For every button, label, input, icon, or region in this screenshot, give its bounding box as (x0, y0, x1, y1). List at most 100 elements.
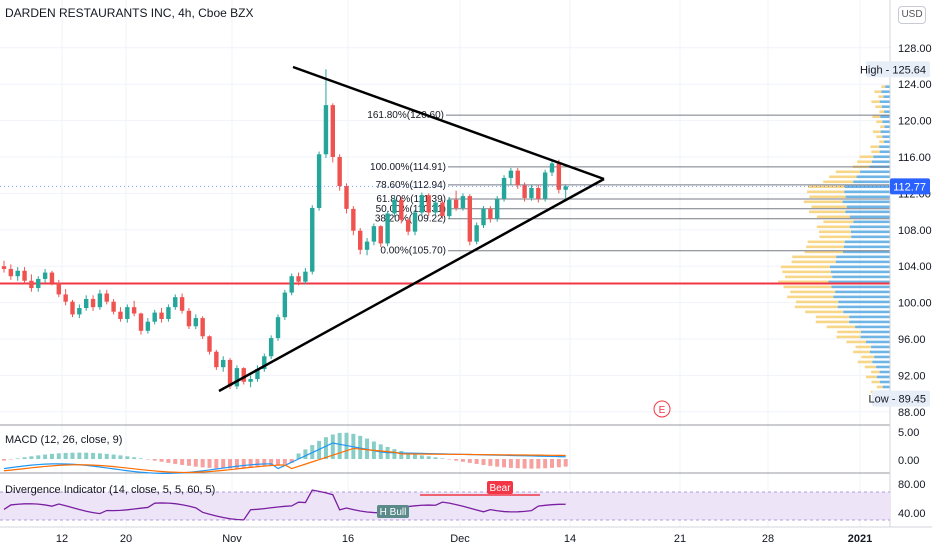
fib-level-label: 100.00%(114.91) (370, 162, 446, 173)
volume-profile-bar (857, 360, 873, 364)
volume-profile-bar (879, 145, 890, 149)
price-axis[interactable]: 128.00124.00120.00116.00112.00108.00104.… (898, 43, 932, 419)
volume-profile-bar (876, 375, 890, 379)
volume-profile-bar (785, 275, 833, 279)
volume-profile-bar (787, 295, 834, 299)
macd-histogram-bar (508, 459, 513, 468)
macd-histogram-bar (515, 459, 520, 469)
candle-body (447, 199, 452, 217)
macd-histogram-bar (214, 459, 219, 469)
time-tick-label: 28 (762, 533, 774, 545)
price-tick-label: 108.00 (898, 225, 932, 237)
volume-profile-bar (830, 270, 890, 274)
macd-signal-line (3, 447, 566, 474)
volume-profile-bar (879, 110, 885, 114)
macd-histogram-bar (282, 459, 287, 464)
macd-histogram-bar (399, 450, 404, 459)
candle-body (152, 312, 157, 322)
candle-body (15, 270, 20, 277)
svg-text:E: E (659, 405, 666, 416)
bear-label: Bear (489, 483, 511, 494)
earnings-marker[interactable]: E (653, 400, 671, 418)
volume-profile-bar (837, 305, 890, 309)
macd-histogram-bar (132, 457, 137, 459)
volume-profile-bar (873, 155, 890, 159)
macd-tick-label: 0.00 (898, 455, 919, 467)
volume-profile-bar (790, 290, 836, 294)
candle-body (262, 356, 267, 370)
candle-body (358, 230, 363, 250)
candle-body (488, 208, 493, 219)
volume-profile-bar (871, 380, 880, 384)
volume-profile-bar (829, 265, 890, 269)
volume-profile (778, 85, 890, 404)
candle-body (104, 293, 109, 302)
time-tick-label: 20 (120, 533, 132, 545)
triangle-upper-line[interactable] (292, 65, 605, 181)
time-axis[interactable]: 12 20 Nov 16 Dec 14 21 28 2021 (56, 533, 872, 545)
macd-title: MACD (12, 26, close, 9) (5, 434, 123, 446)
macd-histogram-bar (15, 458, 20, 459)
last-price-tag: 112.77 (893, 181, 926, 193)
divergence-pane[interactable]: Bear H Bull (0, 481, 890, 521)
volume-profile-bar (866, 375, 877, 379)
time-tick-label: 21 (674, 533, 686, 545)
volume-profile-bar (805, 310, 844, 314)
volume-profile-bar (883, 95, 890, 98)
candle-body (29, 280, 34, 289)
volume-profile-bar (871, 150, 880, 154)
candle-body (351, 208, 356, 231)
candle-body (118, 311, 123, 319)
candle-body (392, 199, 397, 214)
candle-body (138, 313, 144, 331)
macd-pane[interactable] (2, 432, 568, 474)
candle-body (303, 271, 308, 282)
candle-body (316, 154, 322, 208)
volume-profile-bar (879, 150, 890, 154)
candle-body (344, 186, 349, 209)
macd-histogram-bar (289, 459, 294, 463)
macd-histogram-bar (365, 438, 370, 459)
fib-level-label: 61.80%(111.39) (376, 194, 446, 205)
macd-histogram-bar (406, 452, 411, 459)
low-price-tag: Low - 89.45 (869, 394, 926, 406)
candle-body (364, 241, 370, 250)
fibonacci-retracement[interactable]: 161.80%(120.60) 100.00%(114.91) 78.60%(112… (367, 110, 890, 257)
volume-profile-bar (782, 270, 831, 274)
volume-profile-bar (844, 240, 890, 244)
volume-profile-bar (872, 130, 881, 134)
volume-profile-bar (836, 255, 890, 259)
volume-profile-bar (876, 365, 890, 369)
volume-profile-bar (853, 220, 890, 224)
volume-profile-bar (815, 315, 850, 319)
price-tick-label: 96.00 (898, 334, 926, 346)
volume-profile-bar (849, 315, 890, 319)
volume-profile-bar (880, 125, 885, 129)
volume-profile-bar (855, 345, 872, 349)
candle-body (563, 186, 568, 190)
candle-body (42, 272, 48, 279)
triangle-lower-line[interactable] (218, 177, 605, 393)
volume-profile-bar (881, 90, 890, 93)
macd-histogram-bar (29, 456, 34, 459)
macd-histogram-bar (392, 449, 397, 459)
candle-body (474, 225, 479, 242)
macd-histogram-bar (262, 459, 267, 467)
candle-body (221, 359, 226, 368)
candle-body (426, 195, 431, 213)
time-tick-label: Dec (450, 533, 470, 545)
macd-histogram-bar (228, 459, 233, 469)
currency-button[interactable]: USD (898, 6, 926, 24)
volume-profile-bar (882, 385, 890, 389)
macd-histogram-bar (460, 459, 465, 462)
candle-body (323, 105, 329, 155)
triangle-pattern[interactable] (218, 65, 605, 393)
price-tick-label: 92.00 (898, 370, 926, 382)
volume-profile-bar (871, 160, 890, 164)
volume-profile-bar (851, 235, 890, 239)
divergence-tick-label: 80.00 (898, 479, 926, 491)
macd-histogram-bar (166, 459, 171, 463)
macd-histogram-bar (454, 459, 459, 461)
macd-histogram-bar (221, 459, 226, 469)
